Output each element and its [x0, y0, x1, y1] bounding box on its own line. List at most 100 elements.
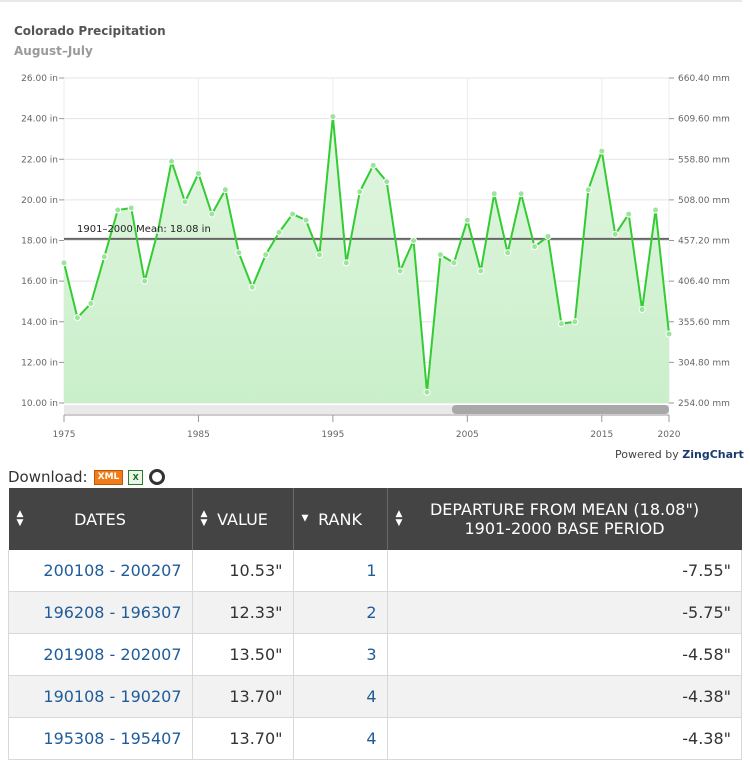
- data-point: [329, 113, 337, 121]
- data-point: [289, 210, 297, 218]
- y-tick-label: 26.00 in: [21, 74, 58, 84]
- rank-link[interactable]: 1: [293, 550, 388, 592]
- chart-title: Colorado Precipitation: [14, 24, 166, 38]
- rank-link[interactable]: 3: [293, 633, 388, 676]
- dates-link[interactable]: 200108 - 200207: [8, 550, 193, 592]
- dates-header[interactable]: ▲ ▼ DATES: [8, 488, 193, 550]
- rank-table: ▲ ▼ DATES ▲ ▼ VALUE ▼ RANK ▲ ▼ DEPARTURE FR…: [8, 488, 742, 760]
- x-tick-label: 1995: [321, 430, 344, 440]
- data-point: [557, 320, 565, 328]
- rank-header-label: RANK: [318, 509, 362, 529]
- table-row: 196208 - 196307 12.33" 2 -5.75": [8, 591, 742, 634]
- y-tick-label: 22.00 in: [21, 155, 58, 165]
- data-point: [356, 188, 364, 196]
- value-cell: 10.53": [192, 550, 294, 592]
- rank-header[interactable]: ▼ RANK: [293, 488, 388, 550]
- dates-link[interactable]: 195308 - 195407: [8, 717, 193, 760]
- y-right-tick-label: 457.20 mm: [678, 237, 730, 247]
- rank-link[interactable]: 4: [293, 717, 388, 760]
- base-period-label: 1901-2000 BASE PERIOD: [464, 519, 665, 538]
- y-tick-label: 24.00 in: [21, 115, 58, 125]
- data-point: [100, 253, 108, 261]
- y-right-tick-label: 254.00 mm: [678, 399, 730, 409]
- sort-both-icon[interactable]: ▲ ▼: [16, 509, 24, 528]
- rank-link[interactable]: 4: [293, 675, 388, 718]
- y-right-tick-label: 406.40 mm: [678, 277, 730, 287]
- data-point: [194, 169, 202, 177]
- rank-link[interactable]: 2: [293, 591, 388, 634]
- y-tick-label: 14.00 in: [21, 318, 58, 328]
- data-point: [531, 243, 539, 251]
- x-tick-label: 2015: [590, 430, 613, 440]
- y-tick-label: 20.00 in: [21, 196, 58, 206]
- dates-header-label: DATES: [74, 509, 126, 529]
- y-right-tick-label: 304.80 mm: [678, 358, 730, 368]
- data-point: [477, 267, 485, 275]
- dates-link[interactable]: 201908 - 202007: [8, 633, 193, 676]
- data-point: [168, 157, 176, 165]
- series-area: [64, 116, 669, 403]
- sort-down-icon[interactable]: ▼: [301, 513, 309, 524]
- data-point: [181, 198, 189, 206]
- x-tick-label: 1975: [53, 430, 76, 440]
- xml-download-button[interactable]: XML: [93, 469, 124, 485]
- data-point: [665, 330, 673, 338]
- data-point: [127, 204, 135, 212]
- data-point: [504, 249, 512, 257]
- mean-label: 1901–2000 Mean: 18.08 in: [77, 224, 211, 235]
- data-point: [383, 178, 391, 186]
- x-tick-label: 1985: [187, 430, 210, 440]
- data-point: [423, 388, 431, 396]
- data-point: [638, 306, 646, 314]
- y-tick-label: 12.00 in: [21, 358, 58, 368]
- data-point: [221, 186, 229, 194]
- series-line: [63, 115, 670, 394]
- data-point: [517, 190, 525, 198]
- powered-by[interactable]: Powered by ZingChart: [615, 448, 744, 461]
- scrollbar-thumb[interactable]: [452, 405, 669, 414]
- value-cell: 13.70": [192, 717, 294, 760]
- chart-svg[interactable]: 1901–2000 Mean: 18.08 in 26.00 in 660.40 …: [0, 0, 750, 465]
- precipitation-chart: Colorado Precipitation August–July 1901–…: [0, 0, 750, 465]
- zingchart-brand[interactable]: ZingChart: [682, 448, 744, 461]
- departure-cell: -5.75": [387, 591, 742, 634]
- table-row: 190108 - 190207 13.70" 4 -4.38": [8, 675, 742, 718]
- y-right-tick-label: 508.00 mm: [678, 196, 730, 206]
- departure-cell: -4.38": [387, 675, 742, 718]
- y-right-tick-label: 609.60 mm: [678, 115, 730, 125]
- scrollbar-track[interactable]: [64, 405, 669, 414]
- y-tick-label: 10.00 in: [21, 399, 58, 409]
- data-point: [571, 318, 579, 326]
- powered-by-text: Powered by: [615, 448, 679, 461]
- departure-header[interactable]: ▲ ▼ DEPARTURE FROM MEAN (18.08") 1901-200…: [387, 488, 742, 550]
- table-row: 195308 - 195407 13.70" 4 -4.38": [8, 717, 742, 760]
- data-point: [652, 206, 660, 214]
- departure-header-label: DEPARTURE FROM MEAN (18.08"): [429, 500, 700, 519]
- y-right-tick-label: 558.80 mm: [678, 155, 730, 165]
- value-header[interactable]: ▲ ▼ VALUE: [192, 488, 294, 550]
- data-point: [315, 251, 323, 259]
- y-tick-label: 16.00 in: [21, 277, 58, 287]
- dates-link[interactable]: 196208 - 196307: [8, 591, 193, 634]
- sort-both-icon[interactable]: ▲ ▼: [395, 509, 403, 528]
- data-point: [154, 226, 162, 234]
- data-point: [611, 230, 619, 238]
- dates-link[interactable]: 190108 - 190207: [8, 675, 193, 718]
- value-cell: 13.50": [192, 633, 294, 676]
- ring-icon[interactable]: [149, 469, 166, 485]
- download-bar: Download: XML X: [8, 468, 166, 486]
- value-cell: 13.70": [192, 675, 294, 718]
- download-label: Download:: [8, 468, 88, 486]
- data-point: [342, 259, 350, 267]
- value-header-label: VALUE: [217, 509, 268, 529]
- data-point: [87, 299, 95, 307]
- data-point: [490, 190, 498, 198]
- data-point: [248, 283, 256, 291]
- data-point: [208, 210, 216, 218]
- data-point: [141, 277, 149, 285]
- data-point: [584, 186, 592, 194]
- excel-icon[interactable]: X: [128, 469, 144, 485]
- sort-both-icon[interactable]: ▲ ▼: [200, 509, 208, 528]
- data-point: [463, 216, 471, 224]
- x-tick-label: 2005: [456, 430, 479, 440]
